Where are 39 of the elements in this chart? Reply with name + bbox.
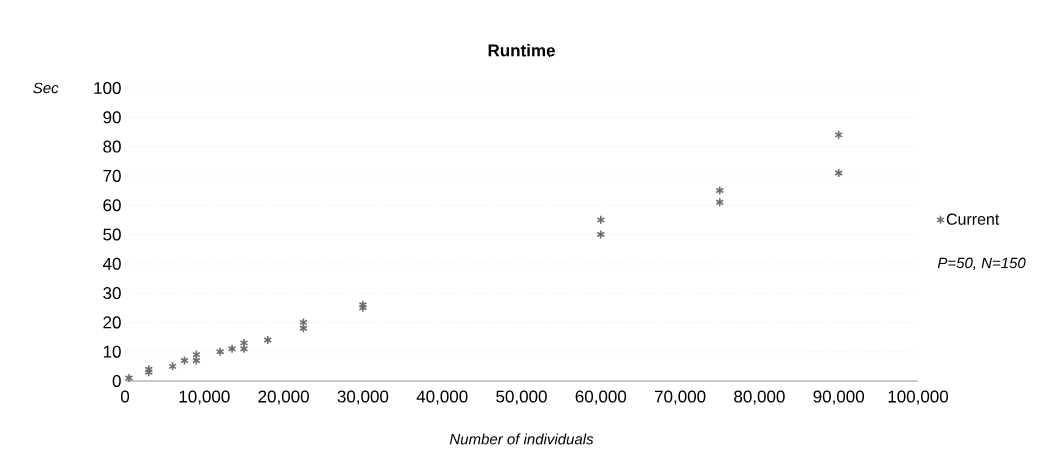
point (227, 343, 237, 354)
y-tick-label: 50 (103, 228, 121, 241)
point (263, 335, 273, 345)
y-tick-label: 40 (102, 257, 121, 270)
point (834, 130, 843, 140)
y-tick-label: 0 (112, 374, 121, 388)
x-tick-label: 20,000 (258, 390, 309, 405)
text: P=50, N=150 (937, 257, 1026, 270)
y-tick-label: 30 (103, 287, 121, 300)
x-tick-label: 80,000 (734, 390, 785, 405)
point (180, 355, 189, 366)
chart-title: Runtime (488, 43, 555, 57)
point (596, 215, 606, 225)
x-tick-label: 50,000 (496, 390, 547, 405)
x-tick-label: 0 (120, 390, 130, 403)
y-axis-title: Sec (33, 82, 59, 94)
point (596, 229, 606, 240)
y-tick-label: 80 (103, 140, 121, 153)
x-tick-label: 10,000 (179, 390, 230, 405)
x-tick-label: 60,000 (575, 390, 627, 405)
y-tick-label: 20 (103, 316, 121, 329)
x-tick-label: 90,000 (813, 390, 865, 405)
y-tick-label: 70 (103, 169, 121, 182)
y-tick-label: 10 (103, 345, 121, 358)
point (715, 185, 725, 196)
y-tick-label: 100 (94, 81, 121, 95)
legend-label: Current (946, 213, 1000, 225)
x-tick-label: 30,000 (337, 390, 389, 405)
x-tick-label: 70,000 (654, 390, 706, 405)
x-tick-label: 100,000 (888, 390, 949, 405)
x-axis-title: Number of individuals (449, 433, 594, 445)
x-tick-label: 40,000 (416, 390, 468, 405)
y-tick-label: 60 (103, 199, 121, 212)
point (168, 361, 177, 372)
point (834, 168, 843, 178)
point (215, 346, 225, 357)
y-tick-label: 90 (103, 111, 121, 124)
point (124, 373, 134, 383)
point (715, 197, 725, 208)
